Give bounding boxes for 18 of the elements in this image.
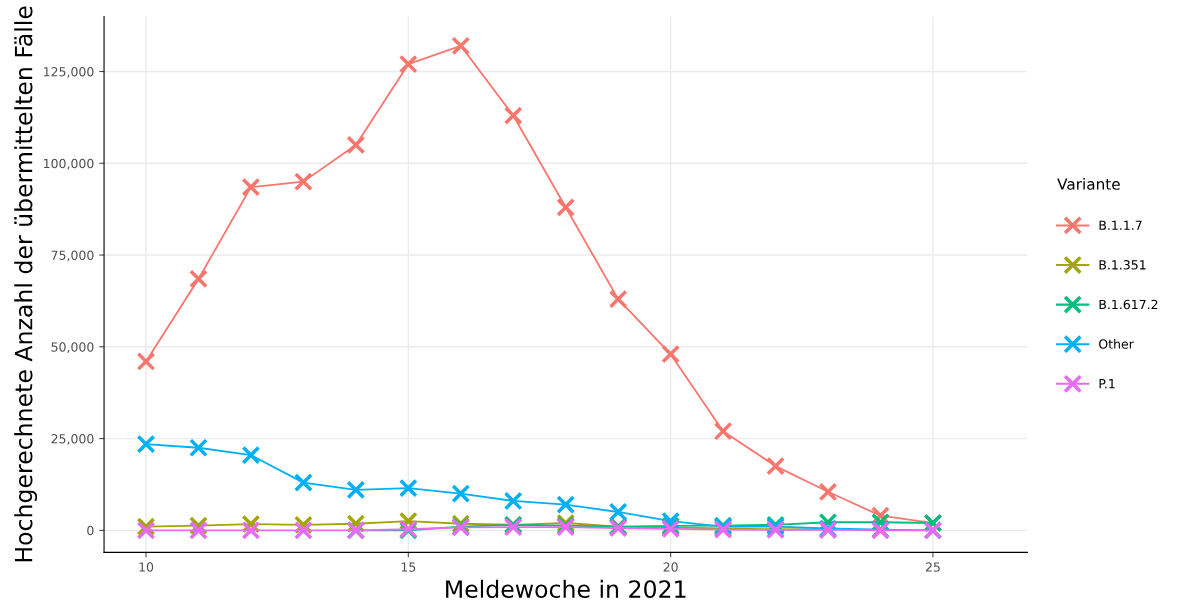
legend-label: P.1 [1099,379,1115,389]
y-tick-label: 125,000 [44,66,94,78]
y-tick-label: 100,000 [44,158,94,170]
y-tick-label: 50,000 [51,342,94,354]
y-axis-title: Hochgerechnete Anzahl der übermittelten Fälle [14,6,38,562]
y-tick-label: 0 [87,525,94,536]
legend-label: B.1.351 [1099,260,1146,270]
legend-label: Other [1099,339,1134,349]
legend-title: Variante [1057,178,1120,190]
x-tick-label: 20 [663,562,678,572]
x-tick-label: 25 [925,562,940,572]
y-tick-label: 75,000 [51,250,94,262]
legend-label: B.1.1.7 [1099,220,1142,230]
x-tick-label: 10 [139,562,154,572]
y-tick-label: 25,000 [51,434,94,445]
x-tick-label: 15 [401,562,416,572]
legend-label: B.1.617.2 [1099,299,1158,310]
x-axis-title: Meldewoche in 2021 [446,579,686,599]
